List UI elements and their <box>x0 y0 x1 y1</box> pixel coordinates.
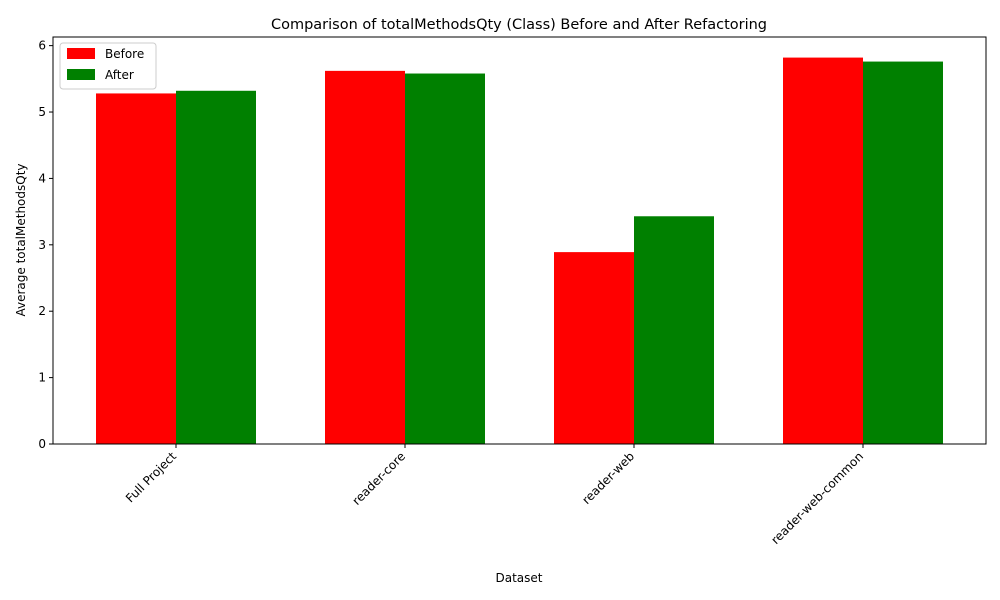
legend-label-after: After <box>105 68 134 82</box>
bar-after-1 <box>176 90 256 444</box>
legend: Before After <box>59 42 157 90</box>
x-axis: Full Project reader-core reader-web reader-… <box>123 444 866 547</box>
chart-title: Comparison of totalMethodsQty (Class) Be… <box>271 17 767 33</box>
x-tick-label-3: reader-web-common <box>768 449 866 547</box>
bar-before-1 <box>96 93 176 445</box>
y-tick-label-3: 3 <box>38 238 46 252</box>
bar-after-4 <box>863 61 943 444</box>
legend-label-before: Before <box>105 47 144 61</box>
bar-after-3 <box>634 216 714 444</box>
y-tick-label-4: 4 <box>38 171 46 185</box>
y-tick-label-0: 0 <box>38 437 46 451</box>
x-tick-label-1: reader-core <box>349 449 408 508</box>
y-tick-label-6: 6 <box>38 39 46 53</box>
legend-swatch-before <box>67 48 95 59</box>
bar-before-3 <box>554 252 634 444</box>
x-tick-label-0: Full Project <box>123 449 179 505</box>
y-tick-label-2: 2 <box>38 304 46 318</box>
bar-before-4 <box>783 57 863 444</box>
y-axis: 0 1 2 3 4 5 6 <box>38 39 53 451</box>
bars-group <box>96 57 943 445</box>
y-tick-label-1: 1 <box>38 371 46 385</box>
bar-before-2 <box>325 70 405 445</box>
legend-swatch-after <box>67 69 95 80</box>
x-axis-label: Dataset <box>496 571 543 585</box>
y-tick-label-5: 5 <box>38 105 46 119</box>
x-tick-label-2: reader-web <box>579 449 637 507</box>
plot-frame <box>52 36 987 445</box>
bar-after-2 <box>405 73 485 445</box>
y-axis-label: Average totalMethodsQty <box>14 163 28 316</box>
